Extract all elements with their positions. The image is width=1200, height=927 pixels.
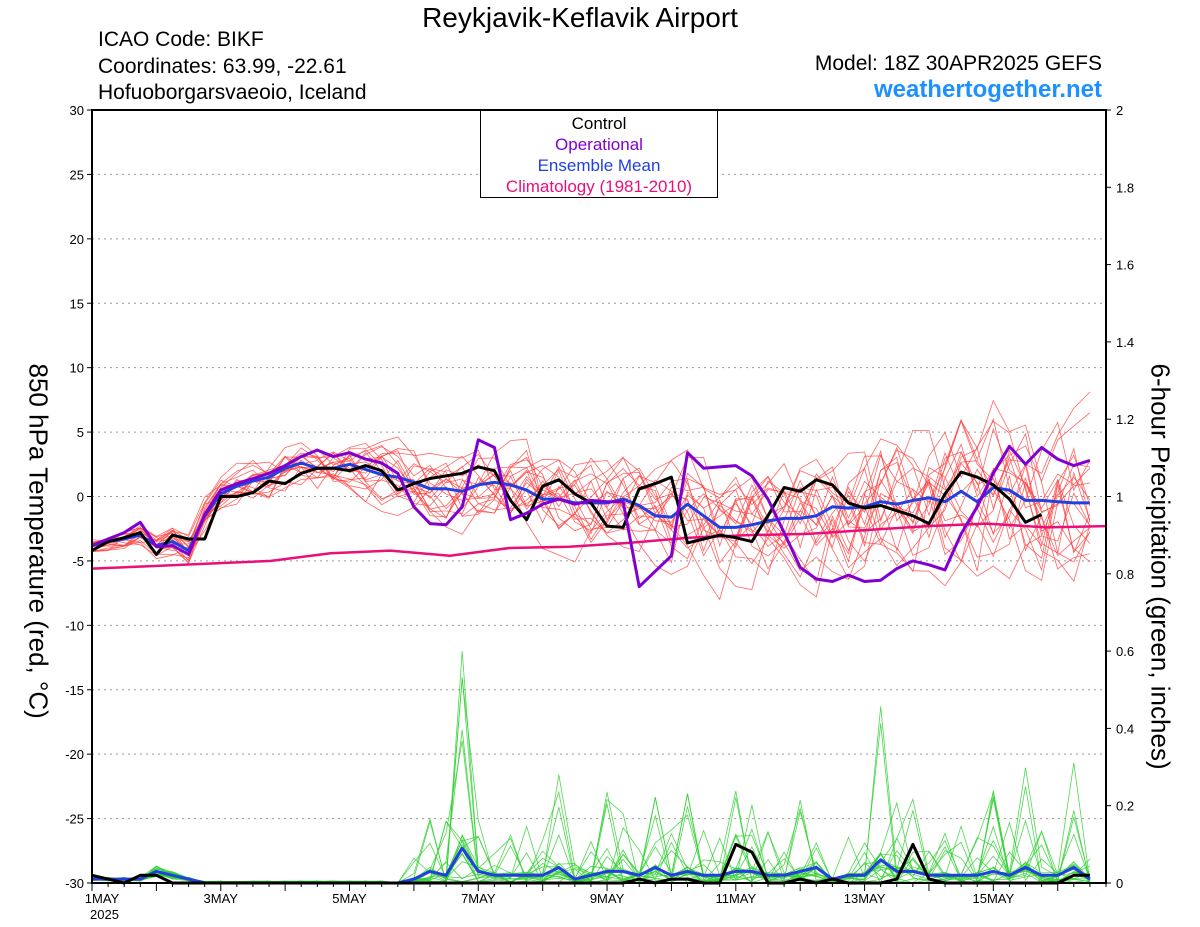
left-tick-label: -5 <box>72 554 84 569</box>
axes-ticks: 302520151050-5-10-15-20-25-3021.81.61.41… <box>65 103 1134 906</box>
control-line <box>91 464 1043 556</box>
left-tick-label: -30 <box>65 876 84 891</box>
left-tick-label: -20 <box>65 747 84 762</box>
legend: Control Operational Ensemble Mean Climat… <box>480 110 718 198</box>
model-run: Model: 18Z 30APR2025 GEFS <box>814 52 1102 75</box>
operational-line <box>91 438 1091 589</box>
precip-member-line <box>91 810 1091 884</box>
left-tick-label: 20 <box>70 232 84 247</box>
ensemble-members <box>91 391 1091 884</box>
temp-member-line <box>91 445 1091 581</box>
x-tick-label: 13MAY <box>844 891 886 906</box>
right-tick-label: 1.4 <box>1116 335 1134 350</box>
climatology-1981-2010-line <box>91 522 1107 570</box>
right-tick-label: 1.6 <box>1116 258 1134 273</box>
chart-title: Reykjavik-Keflavik Airport <box>422 2 738 33</box>
left-tick-label: 0 <box>77 490 84 505</box>
right-tick-label: 0 <box>1116 876 1123 891</box>
legend-ensemble-mean: Ensemble Mean <box>537 156 661 175</box>
right-tick-label: 2 <box>1116 103 1123 118</box>
legend-control: Control <box>571 114 627 133</box>
site-link[interactable]: weathertogether.net <box>873 76 1102 103</box>
temp-member-line <box>91 452 1090 560</box>
x-tick-label: 15MAY <box>972 891 1014 906</box>
right-tick-label: 0.6 <box>1116 644 1134 659</box>
right-tick-label: 0.2 <box>1116 799 1134 814</box>
left-tick-label: 30 <box>70 103 84 118</box>
x-tick-label: 5MAY <box>332 891 367 906</box>
precip-member-line <box>91 786 1091 884</box>
x-tick-label: 9MAY <box>590 891 625 906</box>
legend-operational: Operational <box>555 135 643 154</box>
right-tick-label: 0.4 <box>1116 721 1134 736</box>
precip-member-line <box>91 740 1091 884</box>
coordinates: Coordinates: 63.99, -22.61 <box>98 55 347 78</box>
temp-member-line <box>91 420 1091 555</box>
x-tick-label: 3MAY <box>204 891 239 906</box>
right-tick-label: 0.8 <box>1116 567 1134 582</box>
left-tick-label: -15 <box>65 683 84 698</box>
left-tick-label: -25 <box>65 812 84 827</box>
precip-member-line <box>91 706 1091 884</box>
left-tick-label: 10 <box>70 361 84 376</box>
x-tick-label: 11MAY <box>715 891 756 906</box>
temp-member-line <box>91 454 1091 601</box>
left-tick-label: -10 <box>65 618 84 633</box>
x-tick-label: 1MAY <box>85 891 120 906</box>
right-tick-label: 1.8 <box>1116 180 1134 195</box>
left-tick-label: 5 <box>77 425 84 440</box>
left-tick-label: 15 <box>70 296 84 311</box>
x-tick-label: 7MAY <box>461 891 496 906</box>
right-tick-label: 1.2 <box>1116 412 1134 427</box>
temp-member-line <box>91 449 1091 587</box>
icao-code: ICAO Code: BIKF <box>98 28 264 51</box>
left-tick-label: 25 <box>70 167 84 182</box>
year-label: 2025 <box>90 907 119 922</box>
right-tick-label: 1 <box>1116 490 1123 505</box>
precip-member-line <box>91 651 1091 884</box>
legend-climatology: Climatology (1981-2010) <box>505 177 693 196</box>
place-name: Hofuoborgarsvaeoio, Iceland <box>98 81 367 104</box>
